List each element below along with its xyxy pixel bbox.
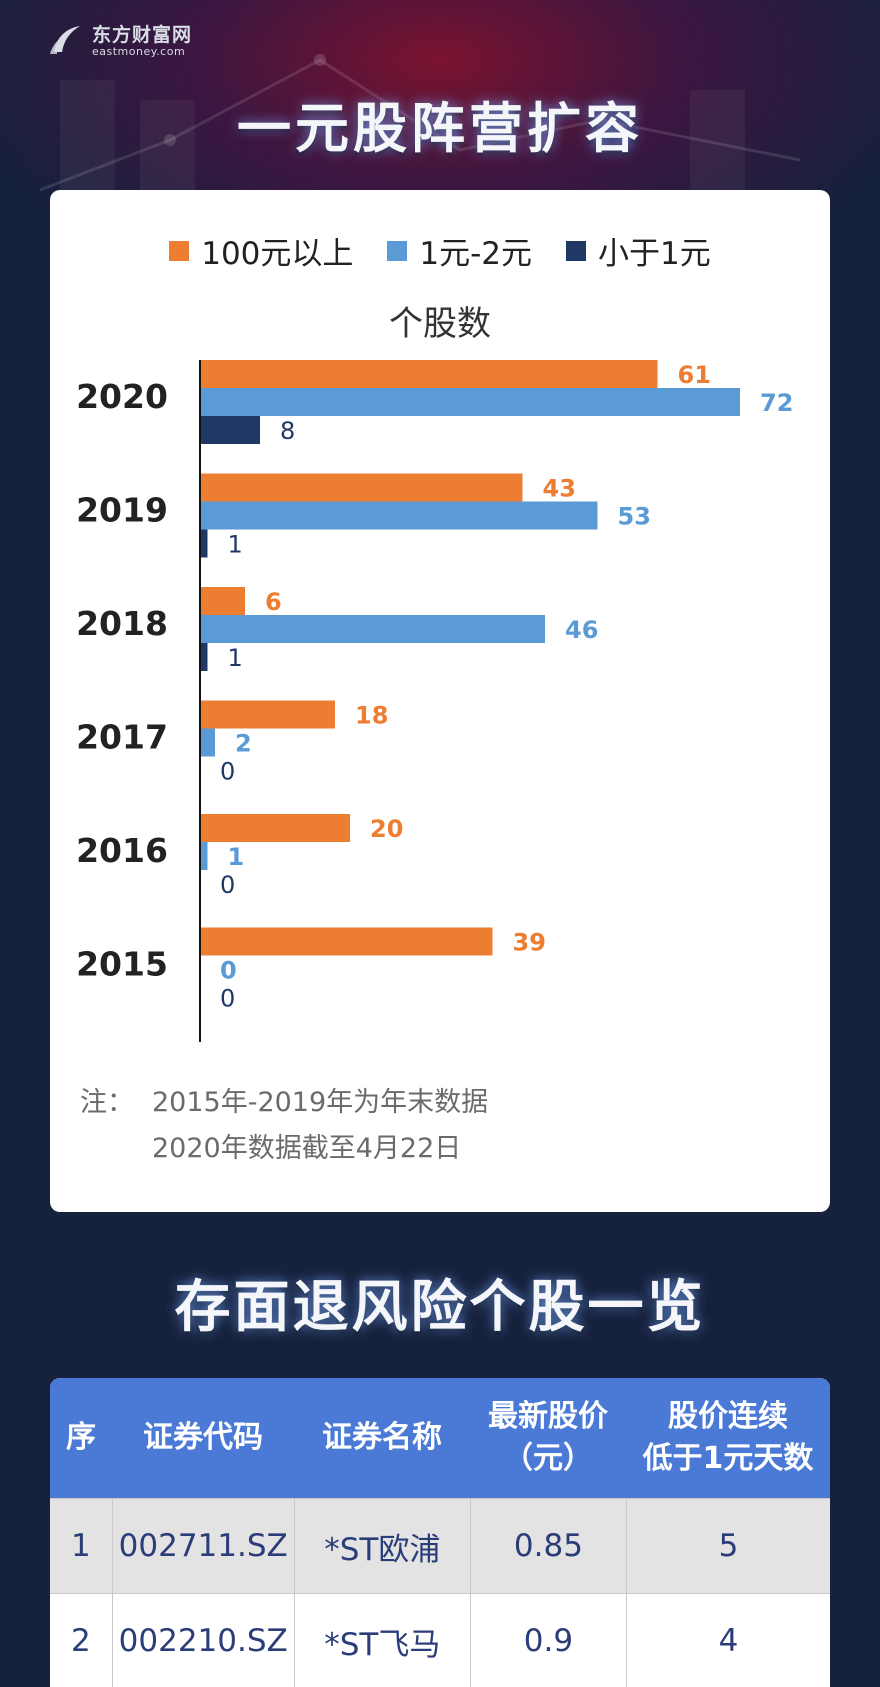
- legend-label: 小于1元: [598, 236, 711, 272]
- header-text: 证券名称: [322, 1420, 442, 1455]
- risk-stock-table: 序 证券代码 证券名称 最新股价 （元） 股价连续 低于1元天数 1 00271…: [50, 1378, 830, 1687]
- data-label: 0: [220, 758, 235, 786]
- cell-days: 4: [626, 1594, 830, 1687]
- category-label: 2015: [76, 945, 168, 984]
- legend-item-below-1: 小于1元: [566, 228, 711, 273]
- data-label: 2: [235, 730, 252, 758]
- cell-index: 2: [70, 1623, 91, 1659]
- category-label: 2016: [76, 831, 168, 870]
- header-text: 股价连续 低于1元天数: [642, 1399, 814, 1476]
- legend-label: 1元-2元: [419, 236, 533, 272]
- data-label: 8: [280, 417, 295, 445]
- data-label: 18: [355, 702, 388, 730]
- header-text: 最新股价 （元）: [488, 1399, 608, 1476]
- data-label: 0: [220, 871, 235, 899]
- chart-note: 注： 2015年-2019年为年末数据 2020年数据截至4月22日: [80, 1080, 488, 1172]
- data-label: 61: [678, 361, 711, 389]
- header-background-decoration: [39, 54, 801, 200]
- cell-days: 5: [626, 1499, 830, 1593]
- category-label: 2017: [76, 718, 168, 757]
- data-label: 1: [228, 644, 243, 672]
- brand-name-cn: 东方财富网: [92, 24, 193, 46]
- bar-2020-series-1: [200, 360, 658, 388]
- cell-name: *ST飞马: [293, 1594, 470, 1687]
- table-header: 序 证券代码 证券名称 最新股价 （元） 股价连续 低于1元天数: [50, 1378, 830, 1498]
- cell-code: 002210.SZ: [111, 1594, 294, 1687]
- legend-item-1-2: 1元-2元: [387, 228, 532, 273]
- chart-legend: 100元以上 1元-2元 小于1元: [50, 228, 830, 273]
- chart-card: 100元以上 1元-2元 小于1元 个股数 2020 61 72 8 2019 43 53 1 2…: [50, 190, 830, 1212]
- bar-2019-series-2: [200, 501, 598, 530]
- cell-price: 0.85: [469, 1499, 626, 1593]
- bar-2020-series-3: [200, 416, 260, 444]
- table-row: 1 002711.SZ *ST欧浦 0.85 5: [50, 1498, 830, 1593]
- bar-2017-series-1: [200, 700, 335, 729]
- cell-price: 0.9: [469, 1594, 626, 1687]
- header-cell-code: 证券代码: [112, 1378, 294, 1498]
- header-cell-index: 序: [50, 1378, 112, 1498]
- bar-2018-series-1: [200, 587, 245, 615]
- data-label: 6: [265, 588, 282, 616]
- bar-2020-series-2: [200, 388, 740, 416]
- section-title: 存面退风险个股一览: [174, 1274, 706, 1340]
- legend-swatch-orange: [169, 240, 190, 261]
- data-label: 1: [228, 531, 243, 559]
- data-label: 46: [565, 616, 598, 644]
- header-cell-name: 证券名称: [294, 1378, 470, 1498]
- bar-2017-series-2: [200, 728, 215, 757]
- category-label: 2019: [76, 491, 168, 530]
- legend-item-100-above: 100元以上: [169, 228, 353, 273]
- note-line-2: 2020年数据截至4月22日: [152, 1133, 462, 1164]
- page-title: 一元股阵营扩容: [237, 96, 643, 160]
- data-label: 53: [618, 503, 651, 531]
- data-label: 20: [370, 815, 403, 843]
- note-label: 注：: [80, 1087, 134, 1118]
- data-label: 72: [760, 389, 793, 417]
- bar-2018-series-3: [200, 643, 208, 671]
- data-label: 0: [220, 985, 235, 1013]
- header-text: 序: [66, 1420, 96, 1455]
- cell-name: *ST欧浦: [293, 1499, 470, 1593]
- category-label: 2018: [76, 604, 168, 643]
- cell-index: 1: [70, 1528, 91, 1564]
- bar-2016-series-2: [200, 842, 208, 870]
- legend-swatch-navy: [566, 240, 587, 261]
- bar-2019-series-1: [200, 473, 523, 502]
- cell-code: 002711.SZ: [111, 1499, 294, 1593]
- bar-2015-series-1: [200, 927, 493, 956]
- note-line-1: 2015年-2019年为年末数据: [152, 1087, 489, 1118]
- category-label: 2020: [76, 377, 168, 416]
- eastmoney-logo-icon: [50, 26, 80, 54]
- data-label: 0: [220, 957, 237, 985]
- bar-chart: 个股数2020617282019435312018646120171820201…: [76, 304, 793, 1042]
- legend-label: 100元以上: [201, 236, 354, 272]
- header-cell-price: 最新股价 （元）: [470, 1378, 626, 1498]
- chart-title: 个股数: [389, 304, 491, 344]
- data-label: 43: [543, 475, 576, 503]
- header-cell-days: 股价连续 低于1元天数: [626, 1378, 830, 1498]
- bar-2019-series-3: [200, 529, 208, 558]
- data-label: 39: [513, 929, 546, 957]
- legend-swatch-blue: [387, 240, 408, 261]
- bar-2016-series-1: [200, 814, 350, 842]
- header-text: 证券代码: [143, 1420, 263, 1455]
- table-row: 2 002210.SZ *ST飞马 0.9 4: [50, 1593, 830, 1687]
- brand-name-en: eastmoney.com: [92, 45, 186, 58]
- bar-2018-series-2: [200, 615, 545, 643]
- data-label: 1: [228, 843, 245, 871]
